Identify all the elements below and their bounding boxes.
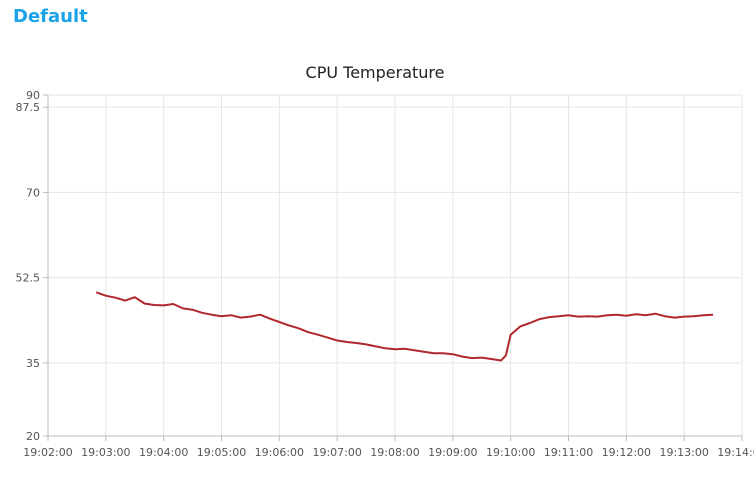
x-tick-label: 19:08:00 [370,446,419,459]
x-tick-label: 19:11:00 [544,446,593,459]
x-tick-label: 19:02:00 [23,446,72,459]
axes [43,94,743,441]
y-tick-label: 52.5 [16,272,41,285]
x-tick-label: 19:03:00 [81,446,130,459]
x-tick-label: 19:10:00 [486,446,535,459]
x-tick-label: 19:13:00 [659,446,708,459]
x-tick-label: 19:07:00 [312,446,361,459]
x-tick-labels: 19:02:00 19:03:00 19:04:00 19:05:00 19:06:00… [23,446,754,459]
group-title: Default [13,6,88,27]
y-tick-label: 70 [26,186,40,199]
y-tick-label: 87.5 [16,101,41,114]
y-tick-label: 90 [26,89,40,102]
x-tick-label: 19:04:00 [139,446,188,459]
x-tick-label: 19:12:00 [602,446,651,459]
series-line [95,291,714,362]
chart-title: CPU Temperature [306,63,445,82]
y-tick-labels: 20 35 52.5 70 87.590 [16,89,41,443]
grid-lines [47,94,743,437]
x-tick-label: 19:09:00 [428,446,477,459]
x-tick-label: 19:05:00 [197,446,246,459]
y-tick-label: 20 [26,430,40,443]
y-tick-label: 35 [26,357,40,370]
x-tick-label: 19:14:00 [717,446,754,459]
x-tick-label: 19:06:00 [255,446,304,459]
